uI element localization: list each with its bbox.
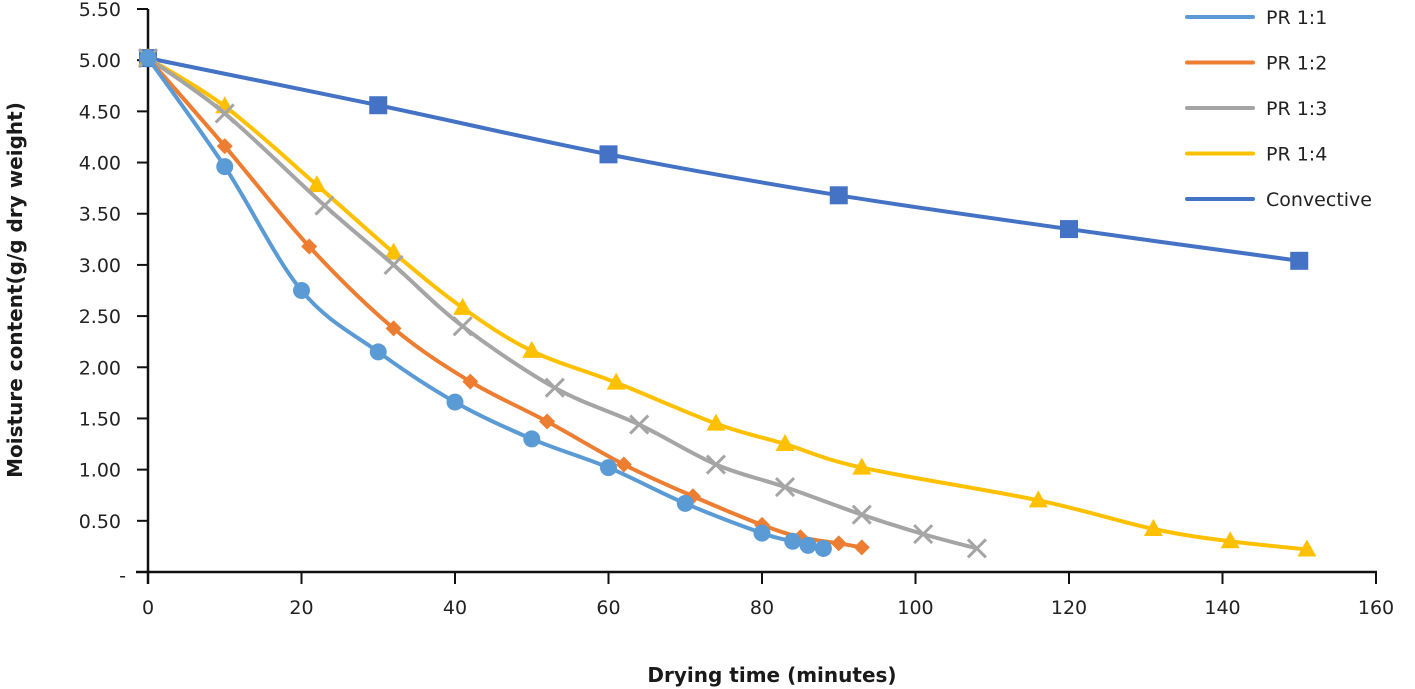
x-tick-label: 60 — [596, 597, 620, 619]
series-pr-1-1-point — [753, 524, 771, 542]
series-pr-1-1-point — [676, 494, 694, 512]
series-pr-1-1-point — [799, 536, 817, 554]
series-pr-1-3-point — [214, 103, 235, 124]
series-convective-point — [1290, 251, 1309, 270]
series-pr-1-4-line — [146, 56, 1309, 552]
series-pr-1-3-point — [314, 195, 335, 216]
series-pr-1-1-point — [523, 430, 541, 448]
series-pr-1-2-point — [462, 373, 479, 390]
series-pr-1-3-point — [851, 504, 872, 525]
legend-item-pr-1-3: PR 1:3 — [1185, 98, 1327, 120]
series-pr-1-4-point — [706, 413, 726, 431]
series-convective-point — [1060, 220, 1078, 239]
x-tick-label: 40 — [443, 597, 467, 619]
series-pr-1-4-point — [852, 457, 872, 475]
legend-item-convective: Convective — [1185, 189, 1372, 211]
legend-label: PR 1:1 — [1266, 7, 1327, 29]
y-tick-label: 2.00 — [79, 357, 121, 379]
series-pr-1-4-point — [606, 372, 626, 390]
series-pr-1-3-point — [966, 538, 987, 559]
series-convective — [139, 49, 1309, 270]
series-pr-1-2-point — [830, 535, 847, 552]
series-pr-1-3-point — [913, 524, 934, 545]
legend-item-pr-1-1: PR 1:1 — [1185, 7, 1327, 29]
y-tick-label: 4.00 — [79, 153, 121, 175]
series-pr-1-1-point — [814, 539, 832, 557]
series-pr-1-3 — [137, 48, 987, 559]
series-pr-1-1-point — [369, 343, 387, 361]
series-pr-1-3-point — [383, 254, 404, 275]
series-pr-1-4-point — [1028, 490, 1048, 508]
y-tick-label: 4.50 — [79, 101, 121, 123]
y-tick-label: 3.50 — [79, 204, 121, 226]
series-pr-1-1-point — [216, 158, 234, 176]
y-tick-label: 5.50 — [79, 0, 121, 21]
series-pr-1-4 — [138, 48, 1317, 557]
y-tick-label: 2.50 — [79, 306, 121, 328]
series-pr-1-2-point — [216, 138, 233, 155]
series-pr-1-3-line — [146, 56, 979, 551]
x-tick-label: 140 — [1204, 597, 1240, 619]
legend-item-pr-1-2: PR 1:2 — [1185, 53, 1327, 75]
series-pr-1-4-point — [307, 175, 327, 193]
series-pr-1-1-point — [139, 49, 157, 67]
series-pr-1-3-point — [452, 316, 473, 337]
y-tick-label: 5.00 — [79, 50, 121, 72]
legend-label: PR 1:4 — [1266, 144, 1327, 166]
series-pr-1-4-point — [384, 242, 404, 260]
axes: - 0.50 1.00 1.50 2.00 2.50 3.00 3.50 4.00 4.50 5.0… — [79, 0, 1394, 619]
series-pr-1-2-point — [539, 413, 556, 430]
series-pr-1-4-point — [1143, 519, 1163, 537]
x-tick-label: 100 — [897, 597, 933, 619]
y-tick-label: 0.50 — [79, 511, 121, 533]
series-convective-point — [369, 96, 388, 115]
series-pr-1-3-point — [629, 414, 650, 435]
series-pr-1-4-point — [453, 297, 473, 315]
y-tick-label: 1.00 — [79, 460, 121, 482]
series-pr-1-1-point — [600, 459, 617, 477]
series-pr-1-3-point — [774, 476, 796, 498]
series-pr-1-4-point — [775, 434, 795, 452]
legend: PR 1:1 PR 1:2 PR 1:3 PR 1:4 Convective — [1185, 7, 1372, 211]
x-tick-label: 80 — [750, 597, 774, 619]
series-pr-1-4-point — [522, 340, 542, 358]
series-convective-point — [829, 186, 848, 205]
x-tick-label: 120 — [1051, 597, 1087, 619]
series-pr-1-1 — [139, 49, 832, 557]
y-tick-label: - — [119, 565, 126, 587]
series-pr-1-1-point — [293, 282, 310, 299]
series-pr-1-1-point — [446, 393, 464, 411]
series-layer — [137, 48, 1317, 559]
legend-label: Convective — [1266, 189, 1372, 211]
y-tick-label: 3.00 — [79, 255, 121, 277]
series-pr-1-4-point — [1297, 539, 1317, 557]
series-convective-point — [599, 145, 618, 164]
series-pr-1-3-point — [544, 377, 565, 398]
x-tick-label: 160 — [1358, 597, 1394, 619]
series-pr-1-1-point — [784, 532, 802, 550]
series-convective-line — [146, 56, 1302, 263]
y-tick-label: 1.50 — [79, 408, 121, 430]
x-ticks: 0 20 40 60 80 100 120 140 160 — [142, 572, 1394, 619]
legend-label: PR 1:2 — [1266, 53, 1327, 75]
series-pr-1-2-point — [385, 320, 402, 337]
series-pr-1-4-point — [1220, 531, 1240, 549]
legend-item-pr-1-4: PR 1:4 — [1185, 144, 1327, 166]
series-pr-1-2-point — [615, 456, 632, 473]
y-ticks: - 0.50 1.00 1.50 2.00 2.50 3.00 3.50 4.00 4.50 5.0… — [79, 0, 148, 587]
series-pr-1-2-point — [301, 238, 318, 255]
x-tick-label: 20 — [289, 597, 313, 619]
x-tick-label: 0 — [142, 597, 154, 619]
x-axis-title: Drying time (minutes) — [647, 663, 896, 687]
legend-label: PR 1:3 — [1266, 98, 1327, 120]
series-pr-1-3-point — [705, 454, 727, 475]
series-pr-1-1-line — [146, 56, 826, 551]
y-axis-title: Moisture content(g/g dry weight) — [3, 102, 27, 478]
series-pr-1-2-point — [853, 539, 870, 556]
